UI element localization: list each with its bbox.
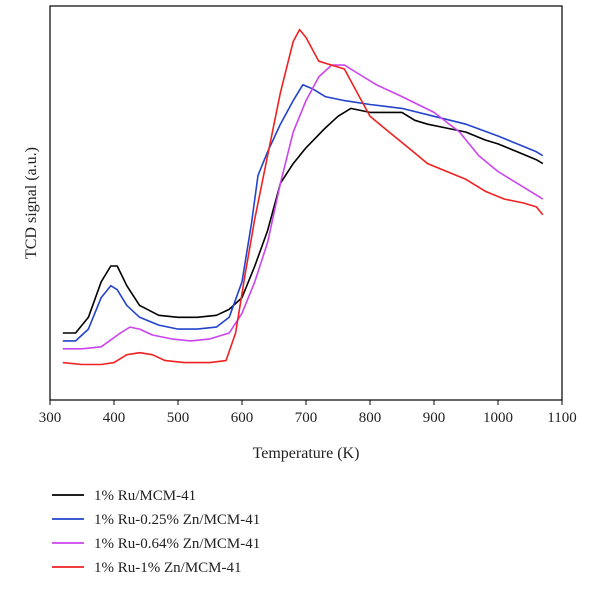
series-layer [62,28,544,366]
plot-frame [49,5,563,401]
legend-label-3: 1% Ru-0.64% Zn/MCM-41 [94,536,260,552]
series-line-4 [62,28,544,366]
legend-label-4: 1% Ru-1% Zn/MCM-41 [94,560,242,576]
x-tick-label: 300 [39,410,62,426]
x-tick-label: 1000 [483,410,513,426]
x-axis-label: Temperature (K) [253,445,360,462]
x-tick-label: 600 [231,410,254,426]
legend-label-1: 1% Ru/MCM-41 [94,488,196,504]
x-tick-label: 400 [103,410,126,426]
y-axis-label: TCD signal (a.u.) [23,147,40,259]
plot-area: 300 400 500 600 700 800 900 1000 1100 [39,5,577,426]
x-axis-ticks: 300 400 500 600 700 800 900 1000 1100 [39,400,577,426]
x-tick-label: 1100 [547,410,576,426]
legend: 1% Ru/MCM-41 1% Ru-0.25% Zn/MCM-41 1% Ru-0… [52,488,260,576]
x-tick-label: 900 [423,410,446,426]
series-line-1 [62,107,544,334]
x-tick-label: 800 [359,410,382,426]
legend-label-2: 1% Ru-0.25% Zn/MCM-41 [94,512,260,528]
series-line-3 [62,64,544,350]
x-tick-label: 500 [167,410,190,426]
series-line-2 [62,84,544,342]
x-tick-label: 700 [295,410,318,426]
